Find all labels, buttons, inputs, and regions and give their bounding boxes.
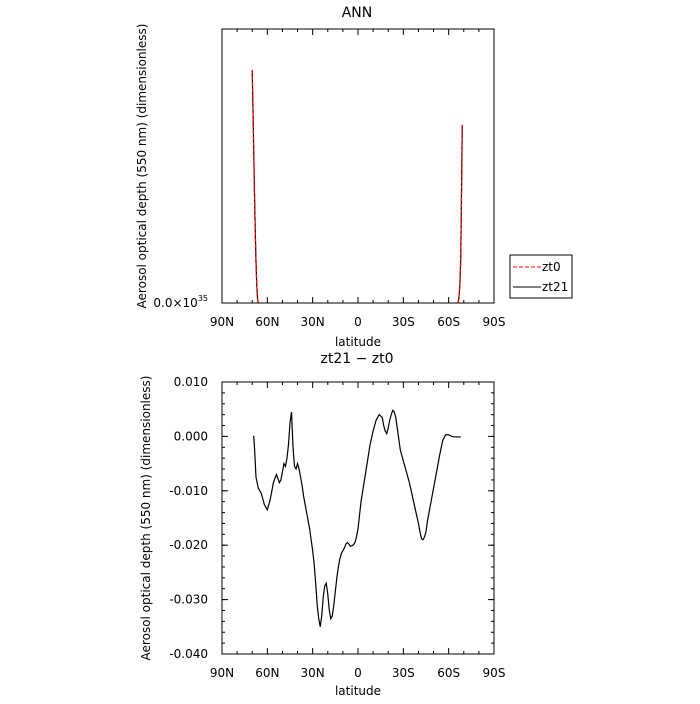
- bottom-x-tick-label: 0: [354, 666, 362, 680]
- bottom-y-tick-label: -0.030: [169, 593, 208, 607]
- bottom-plot-frame: [221, 381, 495, 655]
- top-y-tick-exponent: 35: [198, 294, 208, 303]
- top-title: ANN: [342, 5, 373, 21]
- top-x-tick-label: 30N: [301, 315, 325, 329]
- top-x-label: latitude: [335, 335, 381, 349]
- bottom-y-tick-label: -0.040: [169, 647, 208, 661]
- bottom-x-axis: 90N 60N 30N 0 30S 60S 90S: [210, 382, 506, 680]
- bottom-x-tick-label: 30N: [301, 666, 325, 680]
- bottom-series-line-zt21-zt0: [252, 409, 461, 627]
- panel-top: ANN 90N 60N 30N 0 30S 60S 90S 0.0×1035 latitud…: [135, 5, 573, 349]
- top-x-tick-label: 30S: [392, 315, 415, 329]
- bottom-y-axis: 0.010 0.000 -0.010 -0.020 -0.030 -0.040: [169, 375, 494, 661]
- top-y-axis: 0.0×1035: [153, 294, 494, 310]
- top-series-lines: [251, 70, 463, 304]
- top-x-axis: 90N 60N 30N 0 30S 60S 90S: [210, 29, 506, 329]
- bottom-series-lines: [252, 409, 461, 627]
- bottom-x-tick-label: 90N: [210, 666, 234, 680]
- bottom-y-tick-label: 0.010: [174, 375, 208, 389]
- top-plot-frame: [221, 28, 495, 304]
- bottom-y-label: Aerosol optical depth (550 nm) (dimensio…: [139, 376, 153, 661]
- bottom-x-tick-label: 90S: [483, 666, 506, 680]
- top-y-label: Aerosol optical depth (550 nm) (dimensio…: [135, 24, 149, 309]
- bottom-title: zt21 − zt0: [320, 351, 393, 367]
- legend: zt0 zt21: [509, 254, 573, 299]
- bottom-x-tick-label: 60S: [437, 666, 460, 680]
- legend-label-zt0: zt0: [542, 260, 561, 274]
- bottom-y-tick-label: -0.020: [169, 538, 208, 552]
- top-series-line-zt0: [251, 70, 259, 304]
- top-x-tick-label: 90N: [210, 315, 234, 329]
- legend-box: [509, 254, 573, 299]
- top-series-line-zt21: [251, 70, 259, 304]
- top-series-line-zt0: [457, 124, 463, 304]
- top-x-tick-label: 0: [354, 315, 362, 329]
- legend-label-zt21: zt21: [542, 280, 568, 294]
- top-y-tick-label: 0.0×1035: [153, 294, 208, 310]
- top-x-tick-label: 60S: [437, 315, 460, 329]
- bottom-y-tick-label: -0.010: [169, 484, 208, 498]
- bottom-y-tick-label: 0.000: [174, 429, 208, 443]
- bottom-x-tick-label: 60N: [255, 666, 279, 680]
- bottom-x-tick-label: 30S: [392, 666, 415, 680]
- top-x-tick-label: 90S: [483, 315, 506, 329]
- bottom-x-label: latitude: [335, 684, 381, 698]
- top-x-tick-label: 60N: [255, 315, 279, 329]
- panel-bottom: zt21 − zt0 90N 60N 30N 0 30S 60S 90S 0.010 0.00…: [139, 351, 505, 698]
